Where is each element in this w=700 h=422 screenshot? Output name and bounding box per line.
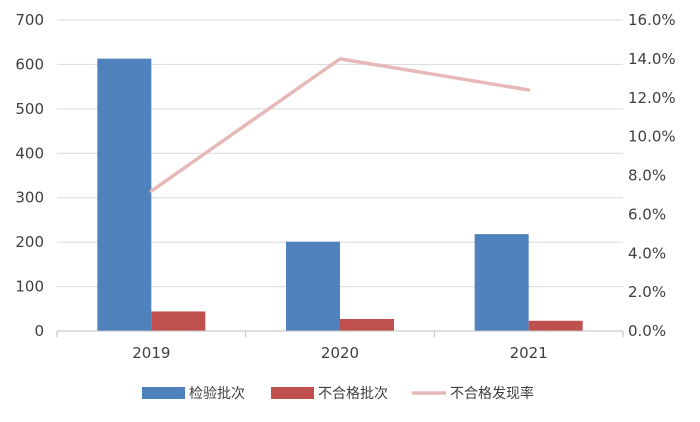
right-axis-ticks: 0.0% 2.0% 4.0% 6.0% 8.0% 10.0% 12.0% 14.0% 16.0% [628,11,676,340]
legend-swatch-inspection [142,387,185,399]
left-tick-label: 100 [15,278,44,296]
right-tick-label: 0.0% [628,322,666,340]
right-tick-label: 6.0% [628,205,666,223]
legend-label: 不合格批次 [318,386,388,402]
x-tick-label: 2019 [132,344,170,362]
bar-inspection-batches [286,241,340,331]
bar-unqualified-batches [151,311,206,331]
right-tick-label: 4.0% [628,244,666,262]
left-tick-label: 700 [15,11,44,29]
rate-line-path [149,57,531,193]
left-tick-label: 500 [15,100,44,118]
right-tick-label: 10.0% [628,128,676,146]
right-tick-label: 14.0% [628,50,676,68]
x-tick-label: 2021 [510,344,548,362]
left-tick-label: 600 [15,55,44,73]
right-tick-label: 8.0% [628,167,666,185]
right-tick-label: 12.0% [628,89,676,107]
bar-inspection-batches [97,58,152,331]
bar-unqualified-batches [528,320,583,331]
right-tick-label: 2.0% [628,283,666,301]
left-axis-ticks: 0 100 200 300 400 500 600 700 [15,11,44,340]
left-tick-label: 300 [15,189,44,207]
right-tick-label: 16.0% [628,11,676,29]
axes [56,330,624,337]
legend-label: 不合格发现率 [450,385,534,402]
legend: 检验批次 不合格批次 不合格发现率 [142,385,534,402]
left-tick-label: 0 [34,322,44,340]
legend-label: 检验批次 [189,386,245,402]
rate-line-point [339,58,341,60]
left-tick-label: 400 [15,144,44,162]
x-axis-ticks: 2019 2020 2021 [132,344,548,362]
rate-line [149,57,531,193]
bars [97,58,583,331]
x-tick-label: 2020 [321,344,359,362]
bar-inspection-batches [474,234,529,331]
bar-unqualified-batches [340,319,394,331]
legend-swatch-unqualified [271,387,314,399]
rate-line-point [528,89,530,91]
left-tick-label: 200 [15,233,44,251]
rate-line-point [150,190,152,192]
